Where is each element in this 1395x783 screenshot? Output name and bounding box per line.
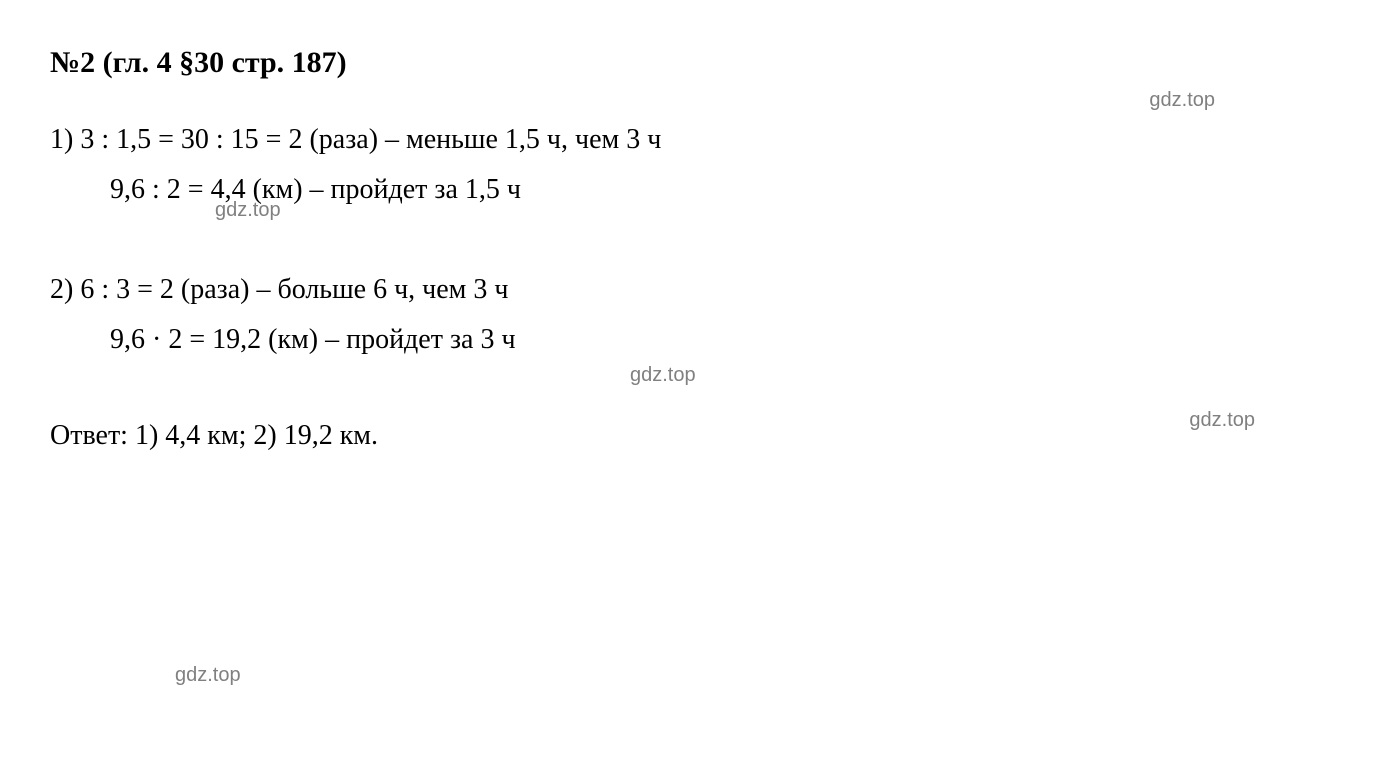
problem-title: №2 (гл. 4 §30 стр. 187) xyxy=(50,40,347,85)
solution-block-2: 2) 6 : 3 = 2 (раза) – больше 6 ч, чем 3 … xyxy=(50,265,1345,365)
document-container: №2 (гл. 4 §30 стр. 187) gdz.top gdz.top … xyxy=(50,40,1345,743)
watermark-upper-left: gdz.top xyxy=(215,195,281,225)
solution-2-line-1: 2) 6 : 3 = 2 (раза) – больше 6 ч, чем 3 … xyxy=(50,265,1345,315)
solution-2-line-2: 9,6 · 2 = 19,2 (км) – пройдет за 3 ч xyxy=(50,315,1345,365)
answer-text: Ответ: 1) 4,4 км; 2) 19,2 км. xyxy=(50,415,1345,457)
watermark-middle: gdz.top xyxy=(630,360,696,390)
watermark-top-right: gdz.top xyxy=(1149,85,1215,115)
solution-1-line-1: 1) 3 : 1,5 = 30 : 15 = 2 (раза) – меньше… xyxy=(50,115,1345,165)
header-row: №2 (гл. 4 §30 стр. 187) xyxy=(50,40,1345,85)
watermark-bottom: gdz.top xyxy=(175,660,241,690)
watermark-middle-right: gdz.top xyxy=(1189,405,1255,435)
